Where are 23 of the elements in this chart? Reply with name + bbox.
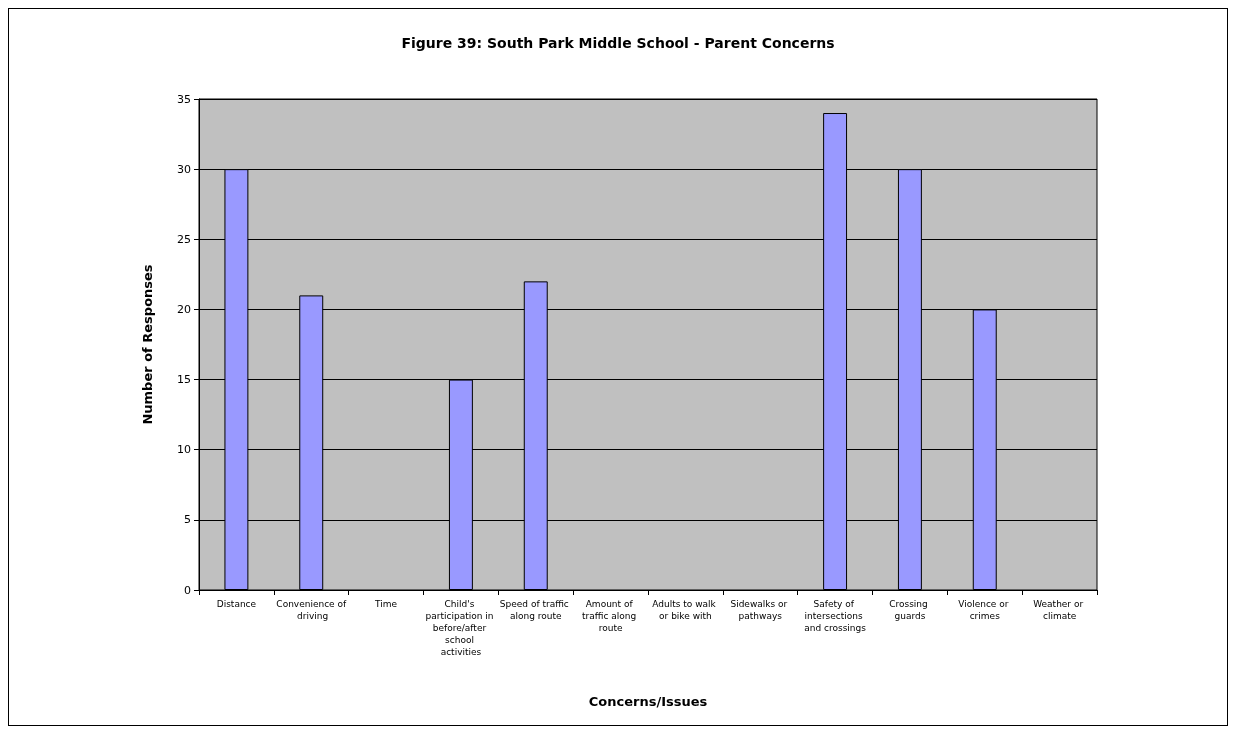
x-tick-label: Safety of intersections and crossings [804, 599, 867, 633]
x-tick-label: Distance [216, 599, 257, 609]
y-tick-label: 10 [177, 443, 191, 457]
chart-title: Figure 39: South Park Middle School - Parent Concerns [401, 35, 835, 51]
x-tick-label: Adults to walk or bike with [652, 599, 719, 621]
x-tick-label: Violence or crimes [958, 599, 1012, 621]
y-tick-label: 0 [184, 583, 191, 597]
x-tick-label: Sidewalks or pathways [730, 599, 791, 621]
y-tick-label: 5 [184, 513, 191, 527]
x-tick-label: Amount of traffic along route [582, 599, 640, 633]
x-tick-label: Time [374, 599, 398, 609]
y-tick-label: 15 [177, 373, 191, 387]
x-tick-label: Crossing guards [889, 599, 931, 621]
y-tick-label: 30 [177, 162, 191, 176]
x-tick-label: Weather or climate [1033, 599, 1086, 621]
x-tick-label: Speed of traffic along route [499, 599, 572, 621]
y-tick-label: 25 [177, 232, 191, 246]
y-tick-label: 20 [177, 302, 191, 316]
y-tick-label: 35 [177, 92, 191, 106]
x-tick-label: Convenience of driving [276, 599, 347, 621]
x-tick-label: Child's participation in before/after school activities [425, 599, 497, 657]
x-axis-title: Concerns/Issues [588, 694, 708, 709]
y-axis-title: Number of Responses [140, 264, 155, 425]
